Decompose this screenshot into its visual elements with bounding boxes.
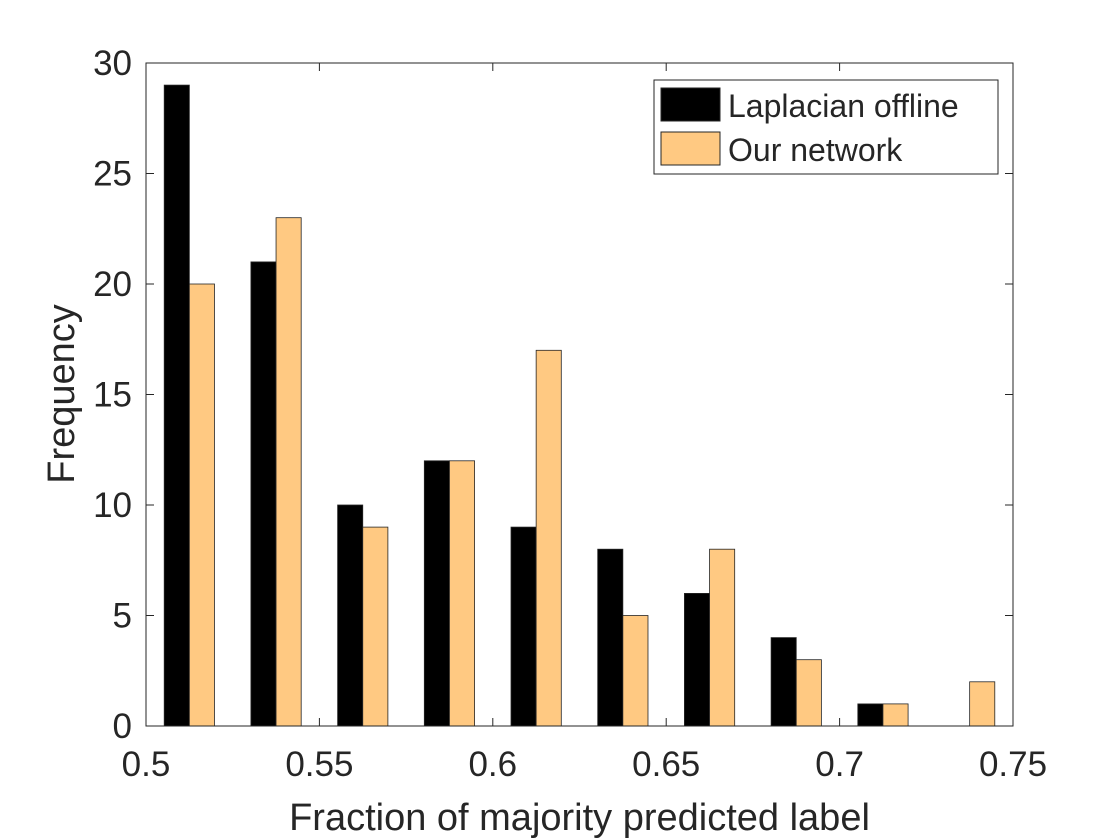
- bar-our-network-8: [882, 703, 909, 727]
- bar-our-network-3: [449, 460, 475, 727]
- x-tick-label: 0.7: [815, 745, 864, 784]
- bar-laplacian-offline-1: [250, 261, 277, 727]
- y-tick-label: 0: [113, 707, 132, 746]
- legend-label-our-network: Our network: [728, 132, 903, 168]
- bar-our-network-9: [969, 681, 996, 727]
- bar-laplacian-offline-2: [337, 504, 364, 727]
- bar-laplacian-offline-7: [770, 637, 797, 727]
- x-tick-label: 0.55: [285, 745, 353, 784]
- x-tick-label: 0.75: [979, 745, 1047, 784]
- bar-laplacian-offline-5: [597, 548, 624, 727]
- bar-our-network-7: [795, 659, 822, 727]
- x-axis: 0.5 0.55 0.6 0.65 0.7 0.75: [122, 63, 1047, 784]
- y-tick-label: 5: [113, 597, 132, 636]
- y-tick-label: 10: [93, 486, 132, 525]
- bar-our-network-2: [362, 526, 389, 727]
- bar-our-network-6: [709, 548, 736, 727]
- legend-label-laplacian-offline: Laplacian offline: [728, 88, 959, 124]
- bars-layer: [163, 84, 996, 727]
- bar-laplacian-offline-6: [684, 593, 710, 727]
- bar-our-network-1: [275, 217, 302, 727]
- y-tick-label: 15: [93, 376, 132, 415]
- y-tick-label: 25: [93, 155, 132, 194]
- x-tick-label: 0.5: [122, 745, 171, 784]
- bar-laplacian-offline-0: [163, 84, 190, 727]
- bar-our-network-4: [535, 349, 562, 727]
- x-tick-label: 0.65: [632, 745, 700, 784]
- x-tick-label: 0.6: [468, 745, 517, 784]
- bar-our-network-5: [622, 615, 649, 727]
- bar-laplacian-offline-4: [510, 526, 537, 727]
- y-tick-label: 20: [93, 265, 132, 304]
- legend: Laplacian offline Our network: [653, 79, 999, 175]
- x-axis-label: Fraction of majority predicted label: [289, 797, 870, 839]
- bar-laplacian-offline-3: [423, 460, 450, 727]
- bar-our-network-0: [188, 283, 215, 727]
- y-axis-label: Frequency: [41, 304, 83, 484]
- legend-swatch-our-network: [660, 131, 721, 166]
- legend-swatch-laplacian-offline: [660, 87, 721, 122]
- y-tick-label: 30: [93, 44, 132, 83]
- y-axis: 0 5 10 15 20 25 30: [93, 44, 1013, 746]
- bar-laplacian-offline-8: [857, 703, 884, 727]
